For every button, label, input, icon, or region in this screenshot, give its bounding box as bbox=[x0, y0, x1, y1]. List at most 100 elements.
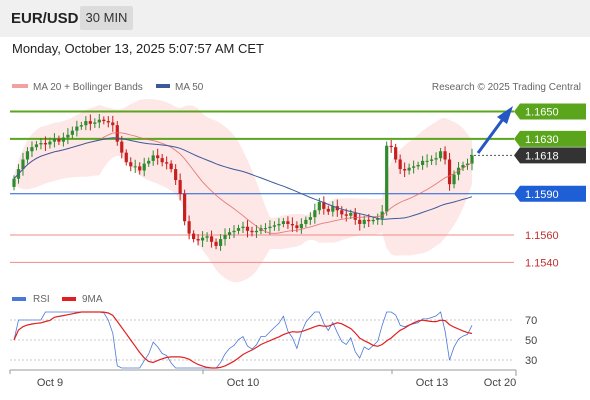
candle-body bbox=[196, 239, 200, 241]
candle-body bbox=[111, 122, 115, 126]
candle-body bbox=[138, 166, 142, 171]
legend-swatch-9ma bbox=[62, 297, 76, 301]
copyright-label: Research © 2025 Trading Central bbox=[432, 82, 581, 93]
candle-body bbox=[299, 223, 303, 229]
projection-arrow-head bbox=[497, 106, 513, 124]
candle-body bbox=[102, 119, 106, 122]
candle-body bbox=[214, 241, 218, 246]
candle-body bbox=[34, 144, 39, 148]
candle-body bbox=[331, 206, 335, 212]
candle-body bbox=[358, 219, 362, 224]
candle-body bbox=[187, 221, 191, 234]
candle-body bbox=[398, 159, 402, 170]
candle-body bbox=[362, 219, 366, 224]
candle-body bbox=[263, 228, 268, 230]
level-label-box-pivot bbox=[514, 185, 586, 202]
candle-body bbox=[178, 180, 182, 194]
candle-body bbox=[66, 134, 70, 138]
candle-body bbox=[209, 236, 214, 242]
legend-ma50-label: MA 50 bbox=[175, 82, 204, 93]
candle-body bbox=[416, 164, 420, 167]
rsi-ma-line bbox=[13, 311, 473, 369]
timestamp-label: Monday, October 13, 2025 5:07:57 AM CET bbox=[12, 41, 264, 56]
candle-body bbox=[326, 208, 330, 212]
candle-body bbox=[142, 163, 146, 171]
bollinger-band-area bbox=[14, 99, 472, 283]
candle-body bbox=[461, 164, 465, 168]
level-lines bbox=[10, 110, 514, 263]
x-tick-label: Oct 10 bbox=[227, 377, 259, 389]
candle-body bbox=[151, 155, 155, 161]
candle-body bbox=[30, 147, 34, 152]
rsi-tick-label: 70 bbox=[525, 315, 537, 327]
bollinger-band-fill bbox=[14, 99, 472, 283]
candle-body bbox=[371, 219, 375, 222]
candle-body bbox=[147, 160, 151, 164]
candle-body bbox=[317, 202, 321, 211]
candle-body bbox=[465, 163, 470, 165]
candle-body bbox=[380, 211, 384, 219]
candle-body bbox=[376, 218, 380, 220]
candle-body bbox=[308, 217, 312, 220]
candle-body bbox=[124, 152, 128, 163]
candle-body bbox=[232, 230, 236, 233]
level-label-resistance: 1.1630 bbox=[525, 134, 559, 146]
candle-body bbox=[75, 126, 79, 131]
candle-body bbox=[429, 159, 434, 161]
candle-body bbox=[236, 228, 241, 231]
legend-rsi-label: RSI bbox=[33, 294, 50, 305]
candlesticks bbox=[12, 113, 474, 251]
candle-body bbox=[43, 143, 48, 145]
candle-body bbox=[403, 169, 407, 171]
candle-body bbox=[218, 239, 223, 246]
legend-9ma-label: 9MA bbox=[82, 294, 103, 305]
candle-body bbox=[295, 225, 299, 229]
level-label-support: 1.1560 bbox=[525, 230, 559, 242]
candle-body bbox=[21, 159, 25, 170]
candle-body bbox=[344, 214, 348, 216]
level-label-box-resistance bbox=[514, 130, 586, 147]
legend-swatch-rsi bbox=[12, 297, 26, 301]
level-label-resistance: 1.1650 bbox=[525, 106, 559, 118]
candle-body bbox=[385, 145, 389, 212]
candle-body bbox=[227, 232, 232, 235]
chart-header: EUR/USD 30 MIN bbox=[0, 0, 590, 37]
candle-body bbox=[192, 233, 196, 240]
symbol-label: EUR/USD bbox=[11, 10, 79, 27]
candle-body bbox=[277, 223, 281, 226]
candle-body bbox=[434, 158, 438, 160]
candle-body bbox=[52, 138, 57, 142]
candle-body bbox=[79, 125, 83, 127]
candle-body bbox=[353, 213, 357, 220]
candle-body bbox=[268, 226, 272, 229]
candle-body bbox=[205, 236, 209, 238]
level-label-box-last_price bbox=[514, 147, 586, 164]
candle-body bbox=[106, 121, 110, 123]
candle-body bbox=[183, 193, 187, 222]
candle-body bbox=[174, 169, 178, 181]
candle-body bbox=[425, 160, 429, 162]
candle-body bbox=[61, 137, 65, 142]
candle-body bbox=[129, 162, 133, 167]
candle-body bbox=[223, 234, 227, 240]
candle-body bbox=[88, 121, 92, 124]
candle-body bbox=[241, 226, 245, 229]
candle-body bbox=[165, 162, 169, 164]
candle-body bbox=[394, 147, 398, 160]
candle-body bbox=[48, 141, 52, 145]
candle-body bbox=[290, 223, 294, 226]
candle-body bbox=[438, 151, 443, 159]
candle-body bbox=[322, 202, 326, 209]
candle-body bbox=[304, 219, 308, 224]
ma50-line bbox=[13, 137, 473, 220]
legend-swatch-ma50 bbox=[156, 84, 170, 88]
candle-body bbox=[281, 221, 286, 224]
candle-body bbox=[389, 145, 393, 148]
candle-body bbox=[254, 230, 259, 233]
projection-arrow-line bbox=[476, 118, 505, 154]
timeframe-button[interactable]: 30 MIN bbox=[80, 6, 133, 30]
candle-body bbox=[160, 158, 164, 163]
candle-body bbox=[70, 130, 74, 135]
candle-body bbox=[250, 230, 254, 233]
